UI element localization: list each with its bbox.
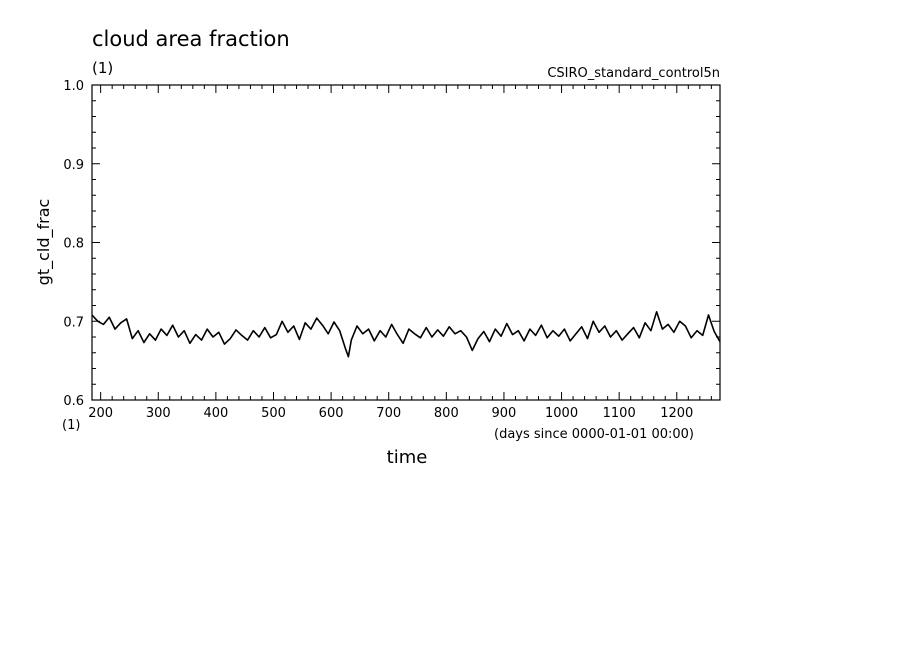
x-tick-label: 1000 [545,406,578,421]
plot-frame [91,84,721,401]
y-tick-label: 0.8 [63,237,84,252]
chart-subtitle: (1) [92,59,113,77]
chart-title: cloud area fraction [92,27,290,51]
x-tick-label: 500 [261,406,286,421]
y-tick-label: 0.6 [63,394,84,409]
x-tick-label: 1100 [603,406,636,421]
x-tick-label: 300 [146,406,171,421]
y-units-label: (1) [62,418,80,433]
x-tick-label: 700 [376,406,401,421]
x-tick-label: 600 [319,406,344,421]
x-tick-label: 1200 [660,406,693,421]
x-axis: 200 300 400 500 600 700 800 900 1000 1100 1200 [88,85,712,421]
y-axis: 0.6 0.7 0.8 0.9 1.0 [63,79,720,409]
run-label: CSIRO_standard_control5n [547,66,720,81]
y-tick-label: 1.0 [63,79,84,94]
x-axis-label: time [387,447,428,468]
series-line [91,311,721,358]
x-units-label: (days since 0000-01-01 00:00) [494,427,694,442]
x-tick-label: 800 [434,406,459,421]
x-tick-label: 900 [492,406,517,421]
x-tick-label: 400 [203,406,228,421]
y-tick-label: 0.7 [63,315,84,330]
x-tick-label: 200 [88,406,113,421]
y-tick-label: 0.9 [63,158,84,173]
y-axis-label: gt_cld_frac [34,199,54,286]
